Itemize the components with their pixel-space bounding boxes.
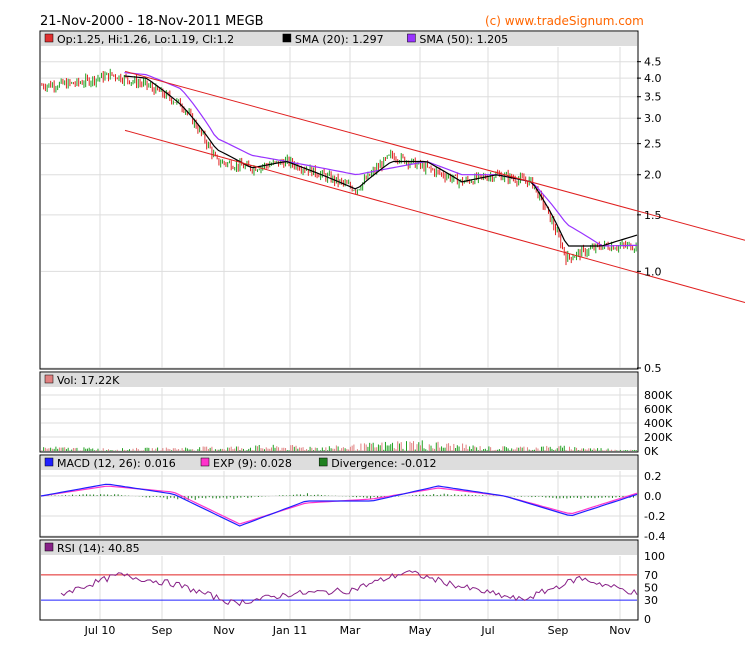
volume-legend-bar (41, 373, 637, 387)
volume-tick-label: 800K (644, 389, 673, 402)
price-series (41, 68, 745, 303)
channel-upper-line (124, 70, 745, 241)
legend-swatch (200, 457, 210, 467)
macd-tick-label: 0.0 (644, 490, 662, 503)
volume-tick-label: 600K (644, 403, 673, 416)
price-tick-label: 3.0 (644, 112, 662, 125)
legend-label: SMA (50): 1.205 (419, 33, 508, 46)
price-tick-label: 0.5 (644, 362, 662, 375)
legend-label: Vol: 17.22K (57, 374, 120, 387)
volume-series (41, 440, 637, 451)
x-axis-label: Jul (480, 624, 494, 637)
rsi-line (60, 570, 638, 607)
sma20-line (124, 75, 638, 247)
volume-tick-label: 400K (644, 417, 673, 430)
price-tick-label: 2.0 (644, 169, 662, 182)
chart-title: 21-Nov-2000 - 18-Nov-2011 MEGB (40, 14, 264, 29)
x-axis-label: Sep (152, 624, 173, 637)
legend-label: SMA (20): 1.297 (295, 33, 384, 46)
legends: Op:1.25, Hi:1.26, Lo:1.19, Cl:1.2 SMA (20… (44, 33, 508, 555)
x-axis-label: Jul 10 (84, 624, 116, 637)
price-tick-label: 1.0 (644, 265, 662, 278)
legend-label: Op:1.25, Hi:1.26, Lo:1.19, Cl:1.2 (57, 33, 234, 46)
axes: Jul 10 Sep Nov Jan 11 Mar May Jul Sep Nov 4.5 4.0 3… (84, 56, 673, 637)
x-axis-label: Mar (340, 624, 361, 637)
price-tick-label: 1.5 (644, 209, 662, 222)
price-tick-label: 2.5 (644, 138, 662, 151)
x-axis-label: Sep (548, 624, 569, 637)
rsi-tick-label: 70 (644, 569, 658, 582)
price-tick-label: 3.5 (644, 91, 662, 104)
legend-swatch (318, 457, 328, 467)
legend-swatch (282, 33, 292, 43)
rsi-tick-label: 50 (644, 582, 658, 595)
macd-series (40, 483, 638, 527)
legend-label: Divergence: -0.012 (331, 457, 436, 470)
price-legend-bar (41, 32, 637, 46)
price-tick-label: 4.5 (644, 56, 662, 69)
legend-label: MACD (12, 26): 0.016 (57, 457, 176, 470)
rsi-tick-label: 100 (644, 550, 665, 563)
macd-legend-bar (41, 456, 637, 470)
legend-swatch (44, 374, 54, 384)
macd-tick-label: 0.2 (644, 470, 662, 483)
legend-swatch (407, 33, 416, 43)
macd-tick-label: -0.4 (644, 530, 665, 543)
x-axis-label: Jan 11 (272, 624, 307, 637)
legend-label: EXP (9): 0.028 (213, 457, 292, 470)
x-axis-label: Nov (609, 624, 631, 637)
price-tick-label: 4.0 (644, 72, 662, 85)
x-axis-label: Nov (213, 624, 235, 637)
x-axis-label: May (409, 624, 432, 637)
macd-line (40, 483, 638, 527)
legend-label: RSI (14): 40.85 (57, 542, 140, 555)
macd-tick-label: -0.2 (644, 510, 665, 523)
volume-tick-label: 200K (644, 431, 673, 444)
rsi-tick-label: 30 (644, 594, 658, 607)
channel-lower-line (124, 129, 745, 303)
price-panel (39, 30, 639, 370)
volume-tick-label: 0K (644, 445, 659, 458)
chart-credit[interactable]: (c) www.tradeSignum.com (485, 14, 644, 28)
grid-lines (41, 47, 637, 619)
legend-swatch (44, 33, 54, 43)
rsi-tick-label: 0 (644, 613, 651, 626)
rsi-series (60, 570, 638, 607)
rsi-legend-bar (41, 541, 637, 555)
legend-swatch (44, 457, 54, 467)
legend-swatch (44, 542, 54, 552)
